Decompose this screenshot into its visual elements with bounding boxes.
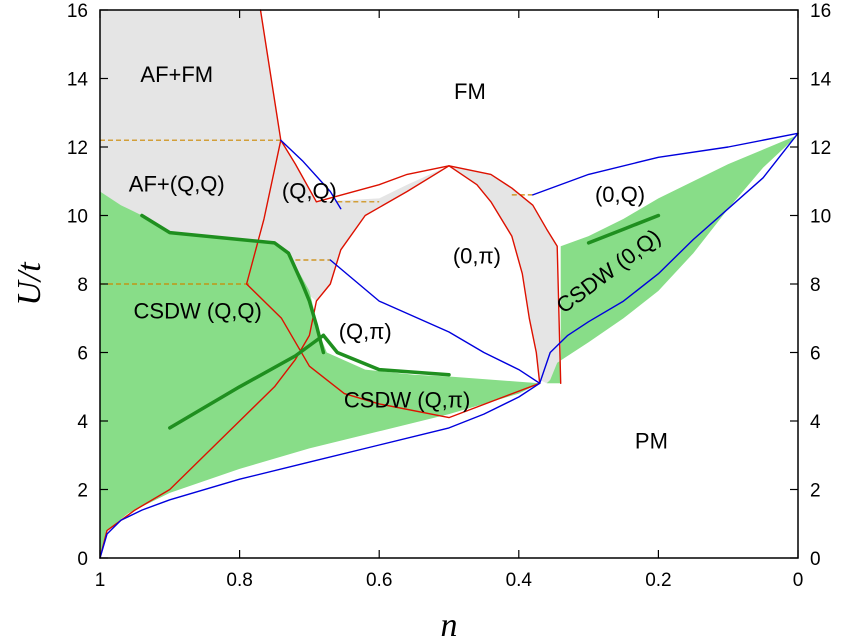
y-axis-label: U/t <box>11 261 48 306</box>
y-tick-label-right: 12 <box>810 138 831 159</box>
x-tick-label: 0.2 <box>645 570 671 591</box>
red-boundary-lower <box>99 165 450 559</box>
y-tick-label: 12 <box>67 138 88 159</box>
region-label: (Q,Q) <box>282 178 337 203</box>
red-dome-inner <box>448 165 541 384</box>
x-tick-label: 1 <box>95 570 106 591</box>
region-label: CSDW (Q,π) <box>344 387 470 412</box>
region-label: CSDW (Q,Q) <box>134 298 262 323</box>
x-tick-label: 0.8 <box>226 570 252 591</box>
x-tick-label: 0.6 <box>366 570 392 591</box>
x-axis-label: n <box>441 607 458 644</box>
region-label: PM <box>635 428 668 453</box>
green-thick-qpi-lower <box>168 333 326 430</box>
y-tick-label-right: 2 <box>810 481 821 502</box>
x-tick-label: 0 <box>793 570 804 591</box>
y-tick-label: 14 <box>67 70 89 91</box>
region-label: FM <box>454 79 486 104</box>
lines-layer <box>99 9 799 559</box>
green-thick-qpi-upper <box>321 333 451 377</box>
x-tick-label: 0.4 <box>506 570 533 591</box>
y-tick-label-right: 16 <box>810 1 831 22</box>
y-tick-label: 0 <box>77 549 88 570</box>
y-tick-label: 6 <box>77 344 88 365</box>
blue-boundary-right-lower <box>539 132 799 384</box>
blue-boundary-lower <box>99 382 541 559</box>
blue-boundary-right-upper <box>532 132 799 196</box>
red-dome-outer <box>315 165 562 384</box>
region-label: (Q,π) <box>339 319 392 344</box>
blue-boundary-fm-left <box>280 139 342 210</box>
y-tick-label: 8 <box>77 275 88 296</box>
region-label: (0,Q) <box>595 182 645 207</box>
y-tick-label-right: 6 <box>810 344 821 365</box>
green-thick-0q <box>586 213 661 245</box>
y-tick-label: 2 <box>77 481 88 502</box>
y-tick-label-right: 0 <box>810 549 821 570</box>
y-tick-label: 10 <box>67 207 88 228</box>
y-tick-label: 4 <box>77 412 88 433</box>
y-tick-label-right: 8 <box>810 275 821 296</box>
green-thick-qq <box>140 213 326 355</box>
red-qq-left <box>280 139 318 203</box>
y-tick-label-right: 4 <box>810 412 821 433</box>
blue-boundary-fm-center <box>329 259 541 384</box>
y-tick-label-right: 10 <box>810 207 831 228</box>
y-tick-label: 16 <box>67 1 88 22</box>
region-label: AF+FM <box>140 62 213 87</box>
red-boundary-left <box>245 9 541 419</box>
region-label: AF+(Q,Q) <box>129 172 225 197</box>
region-label: (0,π) <box>453 243 501 268</box>
qq-region <box>250 140 561 384</box>
y-tick-label-right: 14 <box>810 70 832 91</box>
